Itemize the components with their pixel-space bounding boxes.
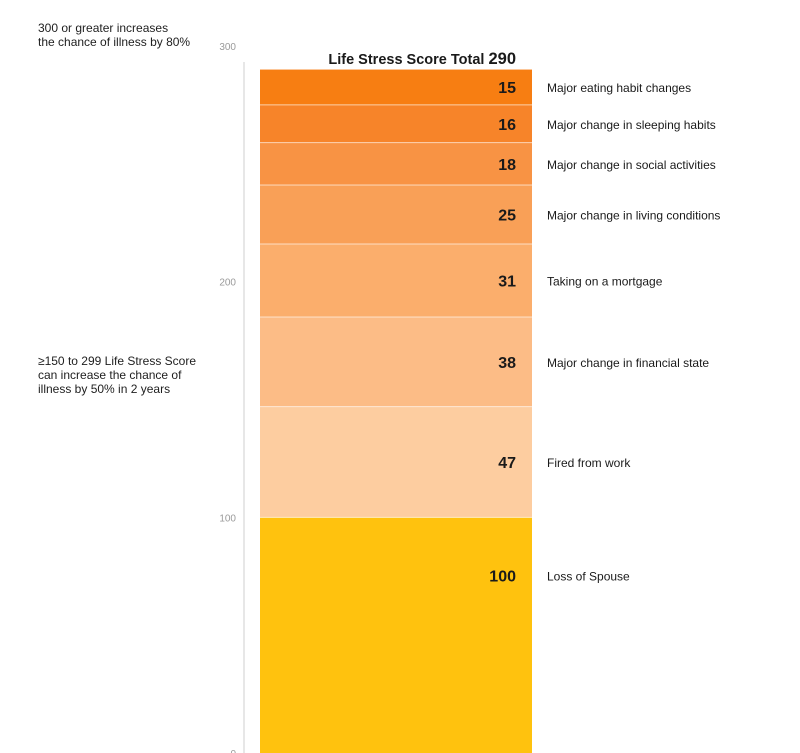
value-label-3: 31 [498,273,516,290]
segment-labels: 100 Loss of Spouse 47 Fired from work 38 Majo… [489,80,720,585]
y-tick-300: 300 [219,42,236,53]
value-label-6: 16 [498,117,516,134]
bar-segment-4 [260,185,532,244]
value-label-7: 15 [498,80,516,97]
category-label-1: Fired from work [547,456,631,470]
annotation-mid-line-1: ≥150 to 299 Life Stress Score [38,354,197,368]
value-label-0: 100 [489,568,516,585]
bar-segment-2 [260,317,532,407]
annotation-mid-line-3: illness by 50% in 2 years [38,382,171,396]
annotation-high-line-1: 300 or greater increases [38,21,169,35]
y-tick-100: 100 [219,513,236,524]
chart-title: Life Stress Score Total 290 [328,50,516,68]
y-axis-ticks: 0 100 200 300 [219,42,236,753]
value-label-2: 38 [498,355,516,372]
bar-segment-5 [260,142,532,186]
category-label-2: Major change in financial state [547,356,709,370]
category-label-6: Major change in sleeping habits [547,118,716,132]
annotation-mid-risk: ≥150 to 299 Life Stress Score can increa… [38,354,196,396]
category-label-7: Major eating habit changes [547,81,691,95]
category-label-4: Major change in living conditions [547,209,720,223]
value-label-1: 47 [498,455,516,472]
chart-title-label: Life Stress Score Total [328,52,484,68]
bar-segment-6 [260,104,532,143]
bar-segment-1 [260,406,532,518]
bar-segment-7 [260,69,532,105]
annotation-high-risk: 300 or greater increases the chance of i… [38,21,190,49]
y-tick-0: 0 [230,749,236,753]
category-label-3: Taking on a mortgage [547,274,663,288]
category-label-5: Major change in social activities [547,158,716,172]
value-label-5: 18 [498,157,516,174]
stacked-bar [260,69,532,753]
category-label-0: Loss of Spouse [547,569,630,583]
value-label-4: 25 [498,208,516,225]
y-tick-200: 200 [219,278,236,289]
chart-title-value: 290 [488,50,516,68]
annotation-mid-line-2: can increase the chance of [38,368,182,382]
bar-segment-3 [260,243,532,318]
annotation-high-line-2: the chance of illness by 80% [38,35,191,49]
bar-segment-0 [260,517,532,753]
